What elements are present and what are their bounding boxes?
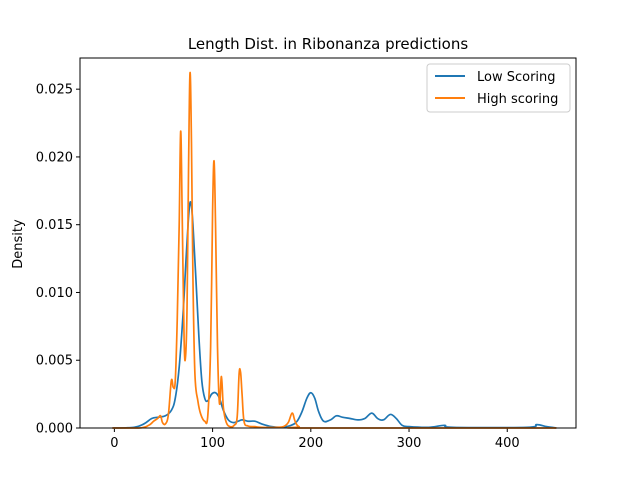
y-axis-ticks: 0.000 0.005 0.010 0.015 0.020 0.025 <box>36 83 80 437</box>
y-tick-label: 0.005 <box>36 354 73 369</box>
series-lines <box>112 71 557 429</box>
legend-label-low-scoring: Low Scoring <box>477 70 556 85</box>
series-line-low-scoring <box>112 201 557 429</box>
chart-title: Length Dist. in Ribonanza predictions <box>188 35 468 53</box>
series-line-high-scoring <box>112 71 557 429</box>
legend: Low Scoring High scoring <box>426 63 571 113</box>
y-tick-label: 0.025 <box>36 83 73 98</box>
y-tick-label: 0.015 <box>36 218 73 233</box>
plot-area-frame <box>79 57 577 429</box>
x-tick-label: 0 <box>110 436 118 451</box>
y-tick-label: 0.010 <box>36 286 73 301</box>
x-tick-label: 200 <box>298 436 323 451</box>
x-tick-label: 400 <box>495 436 520 451</box>
y-axis-label: Density <box>11 219 26 269</box>
legend-label-high-scoring: High scoring <box>477 92 558 107</box>
x-tick-label: 300 <box>397 436 422 451</box>
y-tick-label: 0.000 <box>36 422 73 437</box>
y-tick-label: 0.020 <box>36 150 73 165</box>
x-tick-label: 100 <box>200 436 225 451</box>
